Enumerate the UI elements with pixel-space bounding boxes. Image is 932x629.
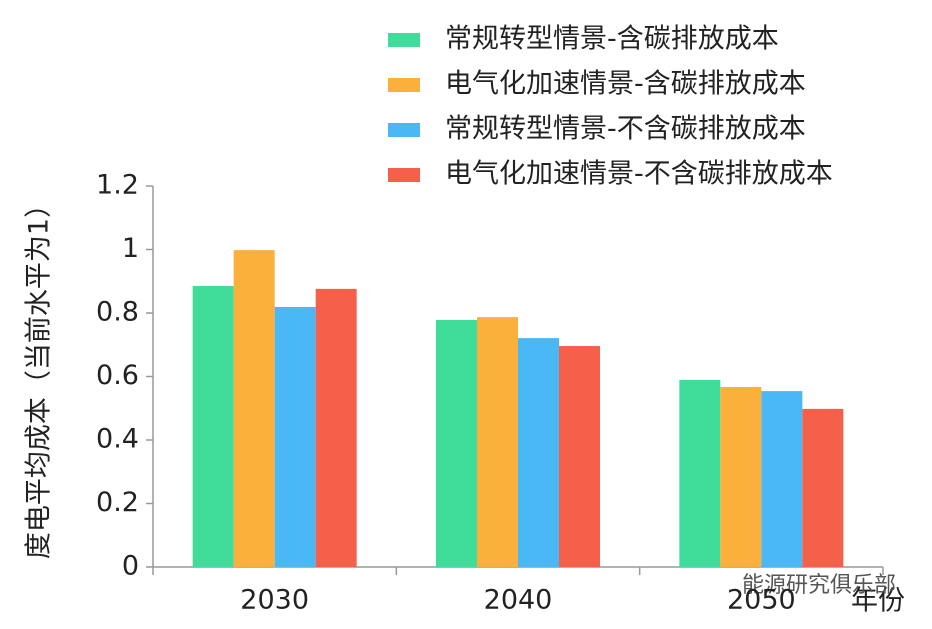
bar bbox=[233, 250, 275, 567]
bar bbox=[802, 408, 844, 567]
legend-label: 电气化加速情景-不含碳排放成本 bbox=[445, 159, 833, 190]
bar bbox=[761, 391, 803, 567]
watermark: 能源研究俱乐部 bbox=[742, 573, 896, 598]
y-tick-label: 0.6 bbox=[96, 360, 139, 391]
y-tick-label: 0 bbox=[122, 551, 139, 582]
legend-label: 常规转型情景-不含碳排放成本 bbox=[445, 114, 806, 145]
bar bbox=[315, 288, 357, 567]
bar bbox=[192, 286, 234, 567]
y-tick-label: 0.4 bbox=[96, 424, 139, 455]
bar bbox=[518, 338, 559, 567]
y-tick-label: 0.2 bbox=[96, 487, 139, 518]
bar bbox=[559, 346, 600, 567]
legend-swatch bbox=[388, 33, 420, 47]
legend-swatch bbox=[388, 168, 420, 182]
bar bbox=[274, 306, 316, 567]
legend-swatch bbox=[388, 123, 420, 137]
x-tick-label: 2030 bbox=[240, 585, 309, 616]
legend-label: 常规转型情景-含碳排放成本 bbox=[445, 24, 779, 55]
bar bbox=[436, 319, 477, 567]
x-tick-label: 2040 bbox=[484, 585, 553, 616]
legend-swatch bbox=[388, 78, 420, 92]
y-tick-label: 1 bbox=[122, 233, 139, 264]
legend-label: 电气化加速情景-含碳排放成本 bbox=[445, 69, 806, 100]
bar bbox=[477, 317, 518, 567]
x-axis-title: 年份 bbox=[851, 586, 905, 617]
bar bbox=[720, 386, 762, 567]
bar bbox=[679, 379, 721, 567]
x-tick-label: 2050 bbox=[727, 585, 796, 616]
y-tick-label: 0.8 bbox=[96, 297, 139, 328]
y-axis-title: 度电平均成本（当前水平为1） bbox=[24, 191, 55, 559]
y-tick-label: 1.2 bbox=[96, 170, 139, 201]
